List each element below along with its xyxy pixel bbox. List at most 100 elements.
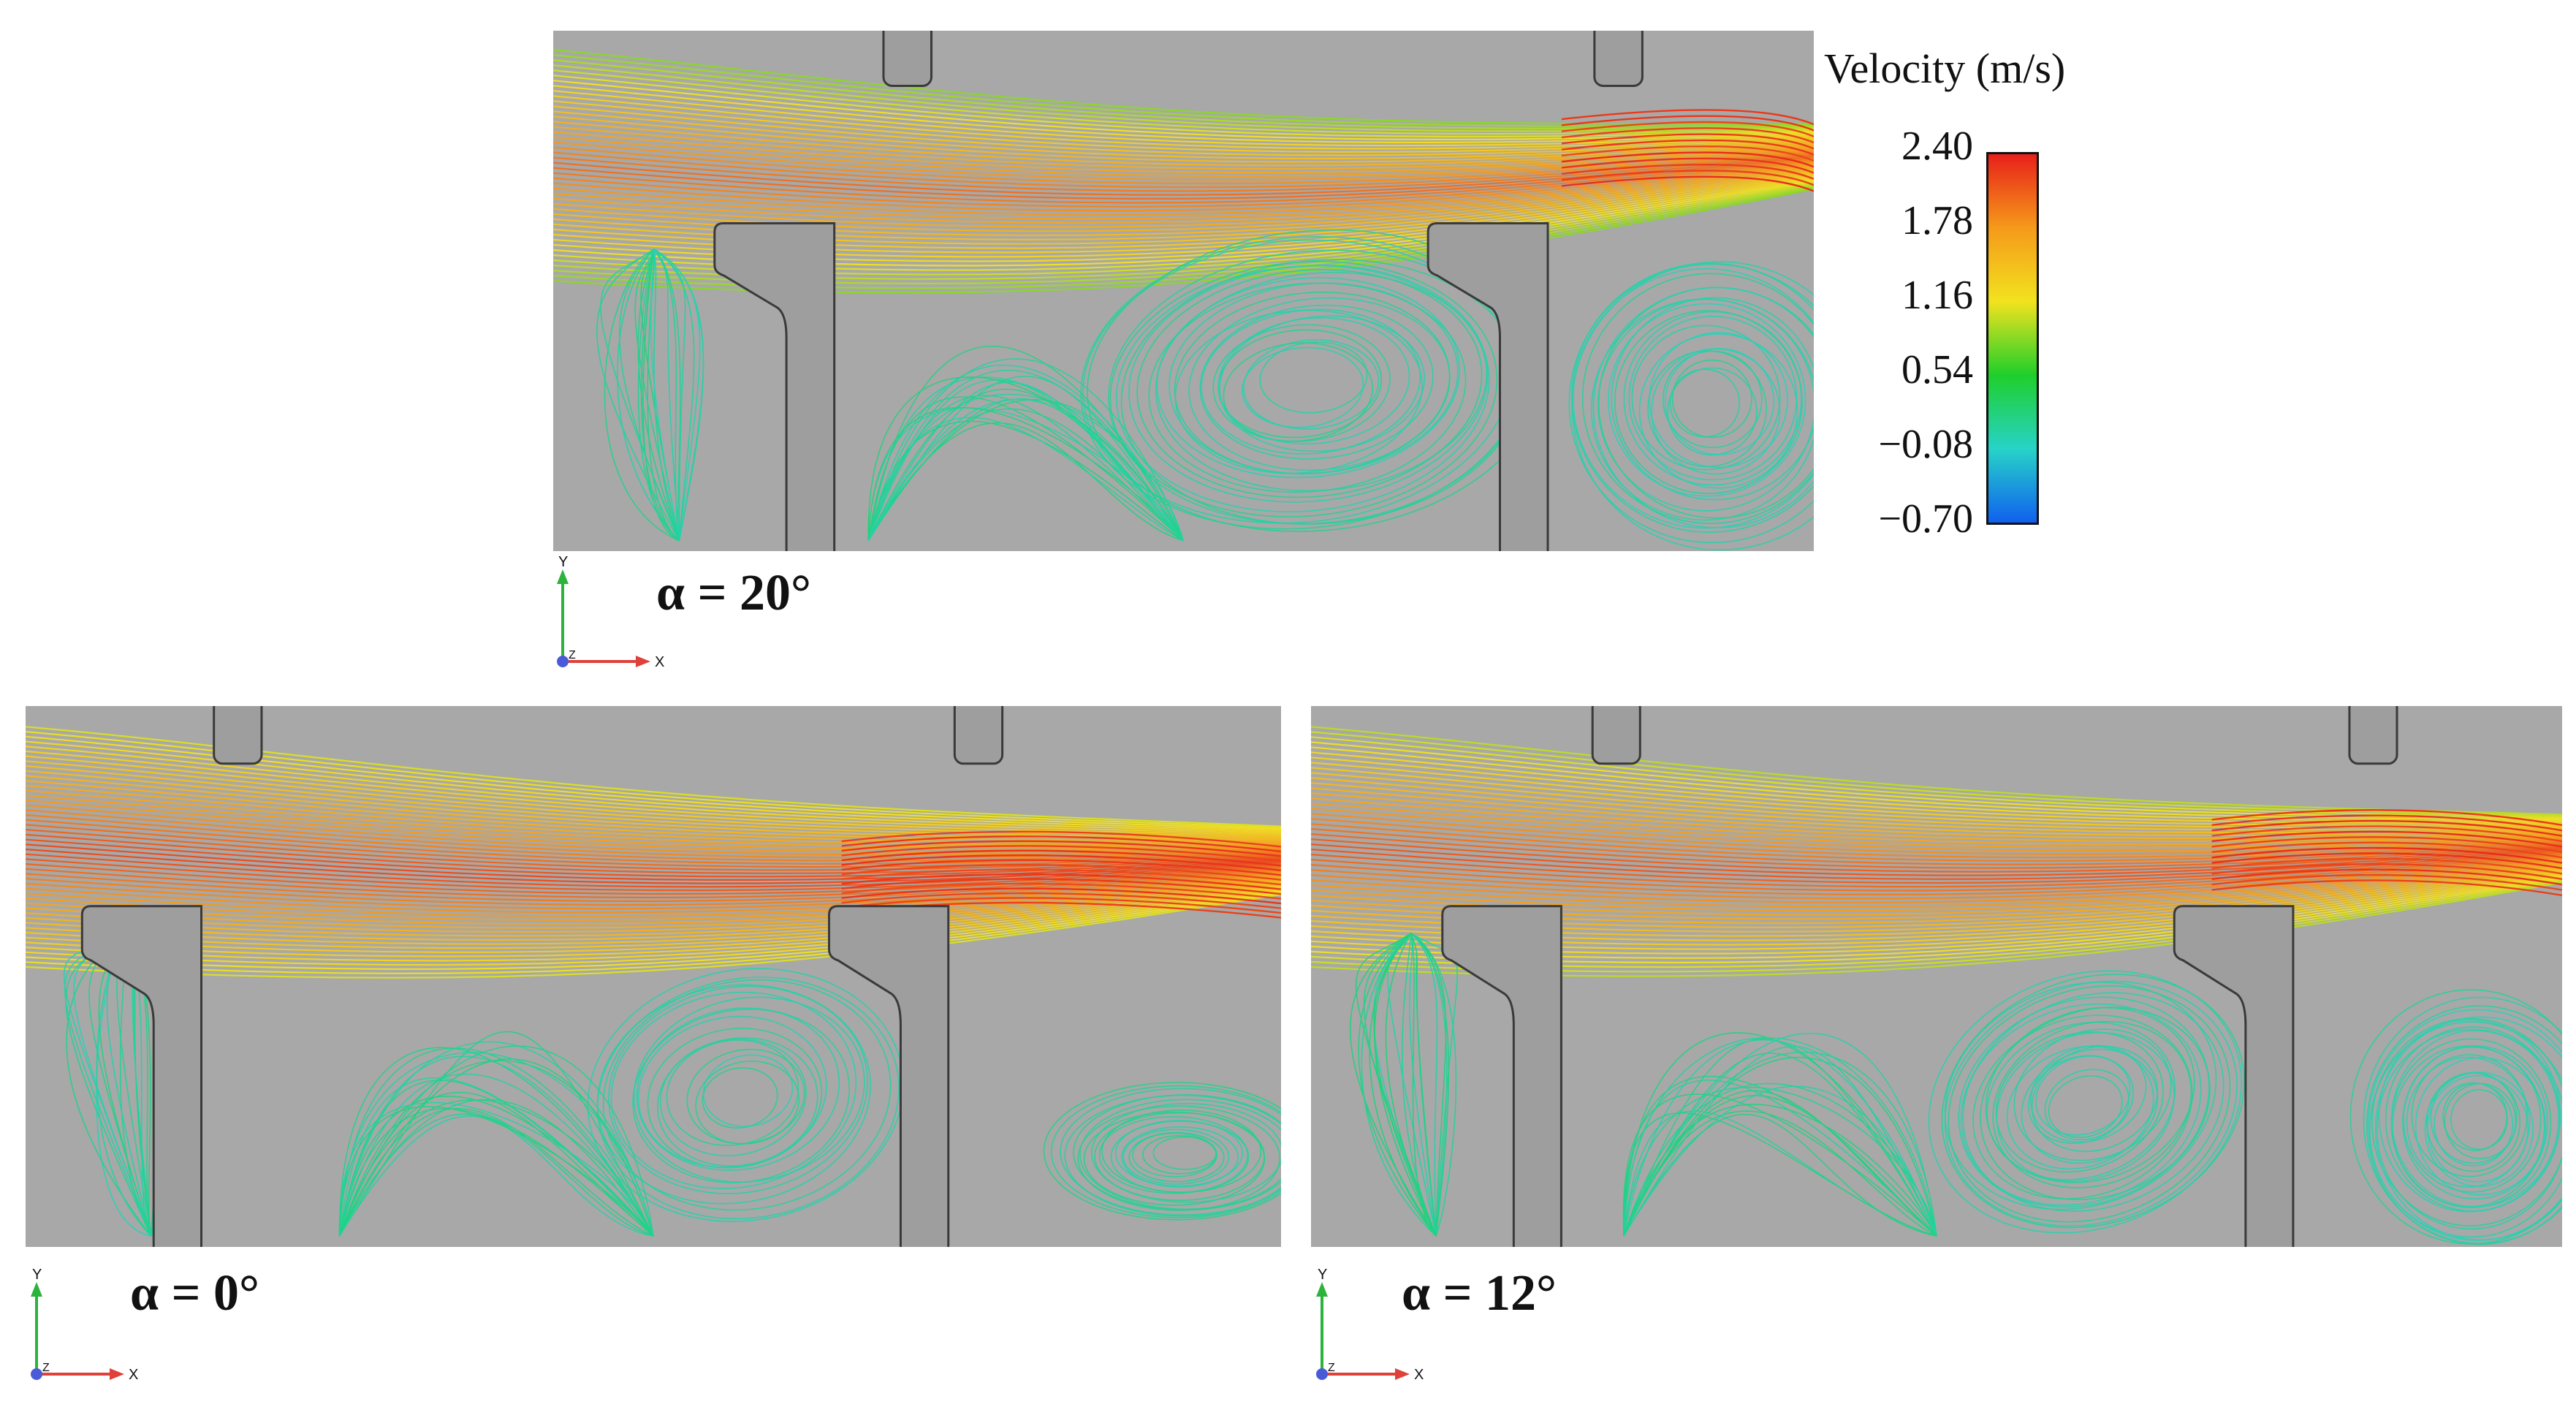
vortex-streamline (1217, 317, 1410, 445)
jet-streamline (553, 162, 1814, 216)
core-streamline (2211, 857, 2562, 875)
vortex-streamline (2427, 1074, 2529, 1183)
cavity-streamline (867, 379, 1185, 542)
jet-streamline (26, 829, 1281, 871)
core-streamline (2211, 825, 2562, 843)
cavity-streamline (867, 407, 1185, 542)
vortex-streamline (1958, 996, 2210, 1208)
seal-land (2173, 905, 2295, 1247)
vortex-streamline (702, 1067, 778, 1129)
jet-streamline (26, 874, 1281, 921)
axis-x-label: X (1414, 1367, 1424, 1383)
core-streamline (2211, 809, 2562, 826)
cavity-streamline (653, 249, 701, 541)
cavity-streamline (338, 1101, 654, 1237)
cavity-streamline (1363, 933, 1437, 1237)
cavity-streamline (650, 249, 680, 541)
jet-streamline (26, 804, 1281, 856)
cavity-streamline (634, 249, 680, 541)
cavity-streamline (867, 395, 1184, 542)
vortex-streamline (1995, 1031, 2164, 1173)
axes-triad-top: Y X Z (547, 554, 664, 676)
jet-streamline (553, 131, 1814, 174)
cavity-streamline (1623, 1082, 1937, 1237)
jet-streamline (553, 157, 1814, 204)
jet-streamline (553, 75, 1814, 138)
vortex-streamline (1944, 981, 2217, 1210)
cavity-streamline (1410, 933, 1437, 1237)
streamline-panel-alpha-0 (26, 706, 1281, 1247)
vortex-streamline (1114, 1120, 1243, 1187)
jet-streamline (553, 121, 1814, 167)
core-streamline (1561, 121, 1814, 137)
vortex-streamline (2349, 989, 2562, 1245)
jet-streamline (26, 746, 1281, 833)
jet-streamline (553, 115, 1814, 163)
vortex-streamline (610, 991, 857, 1189)
jet-streamline (553, 105, 1814, 156)
core-streamline (841, 887, 1281, 905)
legend-color-bar (1986, 152, 2039, 525)
seal-land (828, 905, 950, 1247)
axis-y-label: Y (1318, 1267, 1327, 1283)
jet-streamline (553, 156, 1814, 200)
legend-tick: 1.16 (1901, 273, 1973, 318)
cavity-streamline (1623, 1095, 1937, 1237)
cavity-streamline (867, 396, 1184, 542)
cavity-streamline (642, 249, 680, 542)
jet-streamline (26, 871, 1281, 914)
axes-triad-bottom-left: Y X Z (20, 1267, 138, 1389)
jet-streamline (553, 160, 1814, 212)
seal-tooth (2348, 706, 2398, 765)
vortex-streamline (1043, 1082, 1281, 1221)
vortex-streamline (2426, 1072, 2521, 1172)
core-streamline (2211, 814, 2562, 832)
vortex-streamline (1614, 310, 1803, 494)
seal-land (713, 221, 836, 551)
vortex-streamline (1060, 1088, 1281, 1216)
jet-streamline (1311, 849, 2562, 884)
vortex-streamline (2013, 1028, 2172, 1161)
jet-streamline (553, 126, 1814, 170)
jet-streamline (26, 794, 1281, 851)
vortex-streamline (1608, 303, 1806, 497)
core-streamline (841, 854, 1281, 871)
axis-z-label: Z (1328, 1362, 1335, 1374)
jet-streamline (553, 146, 1814, 185)
jet-streamline (1311, 852, 2562, 892)
vortex-streamline (633, 996, 865, 1183)
cavity-streamline (653, 249, 681, 541)
vortex-streamline (2391, 1030, 2559, 1207)
vortex-streamline (1121, 1126, 1239, 1188)
jet-streamline (1311, 736, 2562, 819)
vortex-streamline (2028, 1055, 2134, 1144)
jet-streamline (553, 166, 1814, 228)
vortex-streamline (666, 1039, 799, 1147)
vortex-streamline (636, 1007, 840, 1171)
core-streamline (1561, 115, 1814, 132)
vortex-streamline (1136, 269, 1483, 498)
vortex-streamline (1649, 332, 1788, 469)
vortex-streamline (602, 979, 892, 1211)
core-streamline (841, 897, 1281, 914)
legend-title: Velocity (m/s) (1824, 45, 2066, 92)
jet-streamline (26, 833, 1281, 874)
streamline-panel-alpha-20 (553, 31, 1814, 551)
jet-streamline (1311, 857, 2562, 903)
cavity-streamline (1361, 933, 1437, 1237)
legend-tick: 2.40 (1901, 124, 1973, 169)
jet-streamline (26, 878, 1281, 933)
core-streamline (841, 830, 1281, 848)
core-streamline (2211, 863, 2562, 880)
cavity-streamline (1623, 1046, 1937, 1237)
vortex-streamline (1669, 368, 1741, 438)
core-streamline (1561, 109, 1814, 126)
cavity-streamline (867, 409, 1184, 542)
jet-streamline (553, 59, 1814, 129)
cavity-streamline (617, 249, 680, 542)
cavity-streamline (1374, 933, 1437, 1237)
vortex-streamline (1941, 974, 2245, 1229)
axis-y-label: Y (32, 1267, 42, 1283)
core-streamline (841, 845, 1281, 862)
vortex-streamline (1132, 1132, 1217, 1177)
